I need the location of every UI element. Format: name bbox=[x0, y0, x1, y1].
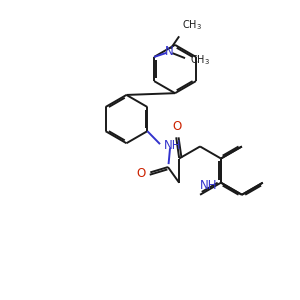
Text: NH: NH bbox=[200, 178, 218, 191]
Text: NH: NH bbox=[164, 140, 181, 152]
Text: O: O bbox=[173, 120, 182, 133]
Text: N: N bbox=[165, 45, 174, 58]
Text: CH$_3$: CH$_3$ bbox=[182, 18, 202, 32]
Text: CH$_3$: CH$_3$ bbox=[190, 53, 210, 67]
Text: O: O bbox=[136, 167, 145, 180]
